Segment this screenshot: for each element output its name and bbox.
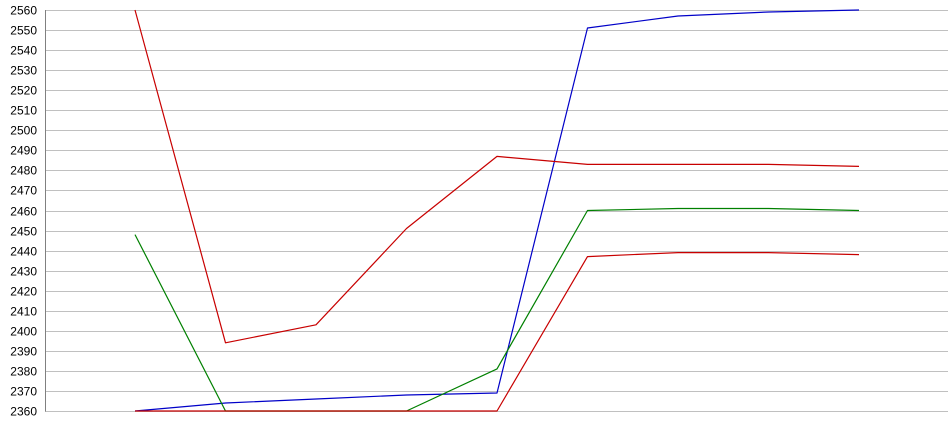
y-tick-label-2370: 2370 (10, 385, 37, 399)
y-tick-label-2380: 2380 (10, 365, 37, 379)
y-tick-label-2440: 2440 (10, 245, 37, 259)
y-tick-label-2540: 2540 (10, 44, 37, 58)
y-tick-label-2470: 2470 (10, 184, 37, 198)
y-tick-label-2500: 2500 (10, 124, 37, 138)
y-tick-label-2430: 2430 (10, 265, 37, 279)
series-line-3 (134, 207, 860, 412)
y-tick-label-2550: 2550 (10, 24, 37, 38)
y-tick-label-2530: 2530 (10, 64, 37, 78)
grid-lines (45, 10, 948, 412)
series-line-2 (134, 9, 860, 344)
y-tick-label-2360: 2360 (10, 405, 37, 419)
y-tick-label-2450: 2450 (10, 225, 37, 239)
y-tick-label-2420: 2420 (10, 285, 37, 299)
series-line-4 (135, 252, 860, 412)
y-tick-label-2560: 2560 (10, 4, 37, 18)
y-tick-label-2390: 2390 (10, 345, 37, 359)
y-tick-label-2480: 2480 (10, 164, 37, 178)
y-tick-label-2460: 2460 (10, 205, 37, 219)
y-tick-label-2510: 2510 (10, 104, 37, 118)
y-tick-label-2400: 2400 (10, 325, 37, 339)
series-line-1 (134, 9, 860, 412)
y-tick-label-2490: 2490 (10, 144, 37, 158)
series-lines (134, 9, 860, 412)
y-tick-label-2520: 2520 (10, 84, 37, 98)
y-tick-label-2410: 2410 (10, 305, 37, 319)
y-tick-labels: 2360 2370 2380 2390 2400 2410 2420 2430 2440 2450… (10, 4, 37, 419)
